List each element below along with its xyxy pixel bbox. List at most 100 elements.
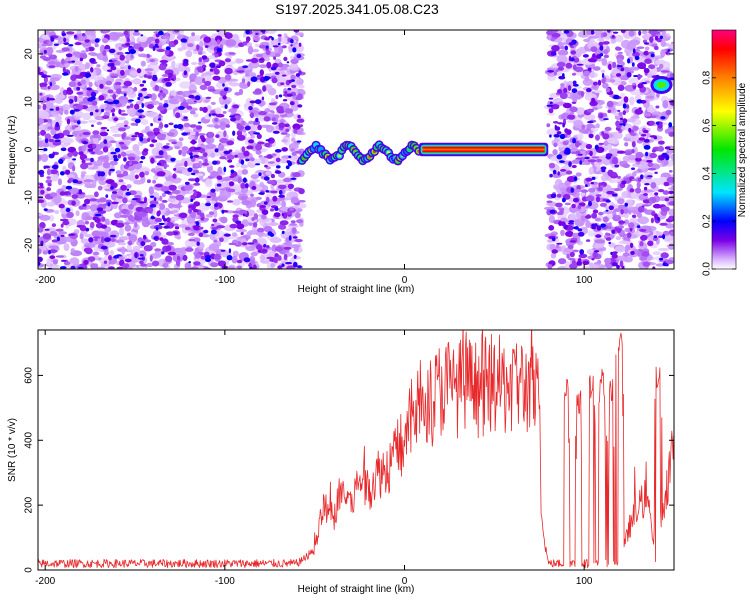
noise-blob xyxy=(635,157,642,162)
noise-blob xyxy=(271,153,277,157)
noise-blob xyxy=(564,202,572,206)
noise-blob xyxy=(70,265,76,269)
noise-blob xyxy=(591,176,596,180)
noise-blob xyxy=(110,66,117,71)
noise-blob xyxy=(276,165,281,169)
noise-blob xyxy=(583,114,596,120)
noise-blob xyxy=(578,128,586,133)
noise-blob xyxy=(128,234,138,243)
noise-blob xyxy=(564,147,571,154)
noise-blob xyxy=(209,68,214,72)
noise-blob xyxy=(163,103,169,108)
noise-blob xyxy=(131,198,139,201)
noise-blob xyxy=(644,112,652,117)
noise-blob xyxy=(280,82,285,85)
noise-blob xyxy=(631,141,636,148)
noise-blob xyxy=(76,86,81,91)
noise-blob xyxy=(563,88,568,93)
noise-blob xyxy=(96,266,105,269)
noise-blob xyxy=(178,212,188,219)
noise-blob xyxy=(74,65,79,72)
noise-blob xyxy=(103,241,116,248)
noise-blob xyxy=(636,213,643,218)
noise-blob xyxy=(555,202,563,208)
noise-blob xyxy=(626,104,630,109)
noise-blob xyxy=(159,95,163,101)
noise-blob xyxy=(73,34,78,39)
noise-blob xyxy=(172,173,177,179)
noise-blob xyxy=(127,214,134,221)
noise-blob xyxy=(120,145,129,150)
noise-blob xyxy=(88,237,94,243)
noise-blob xyxy=(154,43,159,48)
noise-blob xyxy=(139,136,144,142)
noise-blob xyxy=(140,34,144,37)
noise-blob xyxy=(278,36,282,43)
noise-blob xyxy=(648,64,656,70)
noise-blob xyxy=(153,127,160,133)
noise-blob xyxy=(48,41,53,47)
noise-blob xyxy=(595,194,602,197)
noise-blob xyxy=(296,53,302,59)
noise-blob xyxy=(553,134,560,138)
noise-blob xyxy=(71,125,76,130)
noise-blob xyxy=(657,189,665,193)
noise-blob xyxy=(655,35,659,41)
noise-blob xyxy=(559,92,568,100)
noise-blob xyxy=(576,260,582,266)
noise-blob xyxy=(626,72,632,78)
noise-blob xyxy=(98,95,105,101)
noise-blob xyxy=(216,65,221,68)
noise-blob xyxy=(615,236,622,241)
noise-blob xyxy=(125,86,132,94)
noise-blob xyxy=(567,222,575,225)
noise-blob xyxy=(157,118,162,121)
noise-blob xyxy=(605,209,609,212)
noise-blob xyxy=(134,30,139,33)
noise-blob xyxy=(600,147,605,152)
noise-blob xyxy=(258,58,264,61)
noise-blob xyxy=(567,85,572,91)
noise-blob xyxy=(49,169,59,175)
noise-blob xyxy=(138,115,142,119)
noise-blob xyxy=(570,187,575,193)
noise-blob xyxy=(628,210,632,215)
snr-plot xyxy=(38,330,674,569)
noise-blob xyxy=(117,189,123,198)
noise-blob xyxy=(658,140,665,145)
noise-blob xyxy=(78,146,83,152)
noise-blob xyxy=(617,84,625,91)
noise-blob xyxy=(263,116,271,122)
noise-blob xyxy=(240,195,248,201)
noise-blob xyxy=(623,208,629,214)
noise-blob xyxy=(218,144,225,151)
noise-blob xyxy=(278,122,286,129)
noise-blob xyxy=(292,236,298,239)
noise-blob xyxy=(204,99,210,103)
noise-blob xyxy=(644,58,652,64)
noise-blob xyxy=(44,228,50,231)
noise-blob xyxy=(587,58,597,63)
noise-blob xyxy=(67,152,73,158)
noise-blob xyxy=(668,215,674,221)
noise-blob xyxy=(123,30,129,36)
noise-blob xyxy=(586,195,595,202)
noise-blob xyxy=(556,154,563,160)
noise-blob xyxy=(579,249,585,255)
noise-blob xyxy=(63,42,70,45)
noise-blob xyxy=(60,259,67,262)
noise-blob xyxy=(48,153,55,159)
noise-blob xyxy=(82,203,87,207)
noise-blob xyxy=(147,138,151,142)
noise-blob xyxy=(227,266,235,269)
noise-blob xyxy=(123,157,127,162)
noise-blob xyxy=(128,161,133,166)
spectrogram-ytick-label: -20 xyxy=(24,237,35,252)
noise-blob xyxy=(96,198,101,203)
noise-blob xyxy=(662,235,674,242)
noise-blob xyxy=(264,164,268,168)
noise-blob xyxy=(606,190,615,195)
noise-blob xyxy=(228,52,236,55)
noise-blob xyxy=(637,62,647,70)
